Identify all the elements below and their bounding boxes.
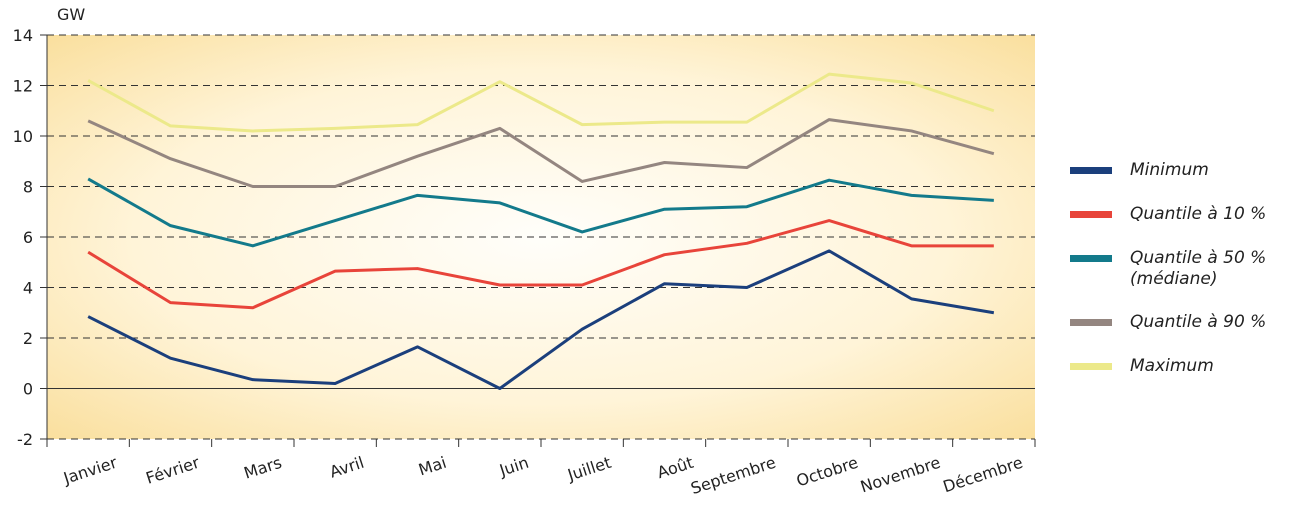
x-tick-label: Août [655,453,696,482]
legend-label: Quantile à 90 % [1130,312,1267,332]
legend-label: Quantile à 50 % (médiane) [1130,248,1267,289]
x-tick-label: Juin [496,453,531,480]
y-tick-label: 4 [23,279,33,298]
x-tick-label: Septembre [688,453,778,498]
series-line [87,219,994,310]
series-line [87,72,995,133]
x-tick-label: Janvier [60,453,120,489]
y-tick-label: 14 [13,26,33,45]
legend-item: Maximum [1070,356,1302,400]
y-tick-label: 6 [23,228,33,247]
legend-swatch [1070,255,1112,262]
y-axis-label: GW [57,5,85,24]
y-tick-label: 0 [23,380,33,399]
x-tick-label: Décembre [941,453,1025,497]
y-tick-label: 8 [23,178,33,197]
legend-item: Quantile à 10 % [1070,204,1302,248]
legend-label: Maximum [1130,356,1214,376]
x-tick-label: Octobre [794,453,860,491]
series-line [87,177,994,248]
y-tick-label: -2 [17,430,33,449]
x-tick-label: Mai [416,453,449,480]
y-tick-label: 10 [13,127,33,146]
x-tick-label: Mars [242,453,285,483]
series-line [87,118,995,188]
legend-swatch [1070,167,1112,174]
legend-label: Minimum [1130,160,1209,180]
legend: Minimum Quantile à 10 % Quantile à 50 % (m… [1070,160,1302,400]
legend-item: Quantile à 90 % [1070,312,1302,356]
legend-item: Minimum [1070,160,1302,204]
series-line [87,249,995,390]
legend-label: Quantile à 10 % [1130,204,1267,224]
x-tick-label: Novembre [858,453,943,497]
legend-swatch [1070,211,1112,218]
x-tick-label: Juillet [564,453,613,485]
y-tick-label: 12 [13,77,33,96]
legend-item: Quantile à 50 % (médiane) [1070,248,1302,312]
x-tick-label: Février [143,453,202,488]
legend-swatch [1070,319,1112,326]
x-tick-label: Avril [327,453,366,482]
y-tick-label: 2 [23,329,33,348]
legend-swatch [1070,363,1112,370]
